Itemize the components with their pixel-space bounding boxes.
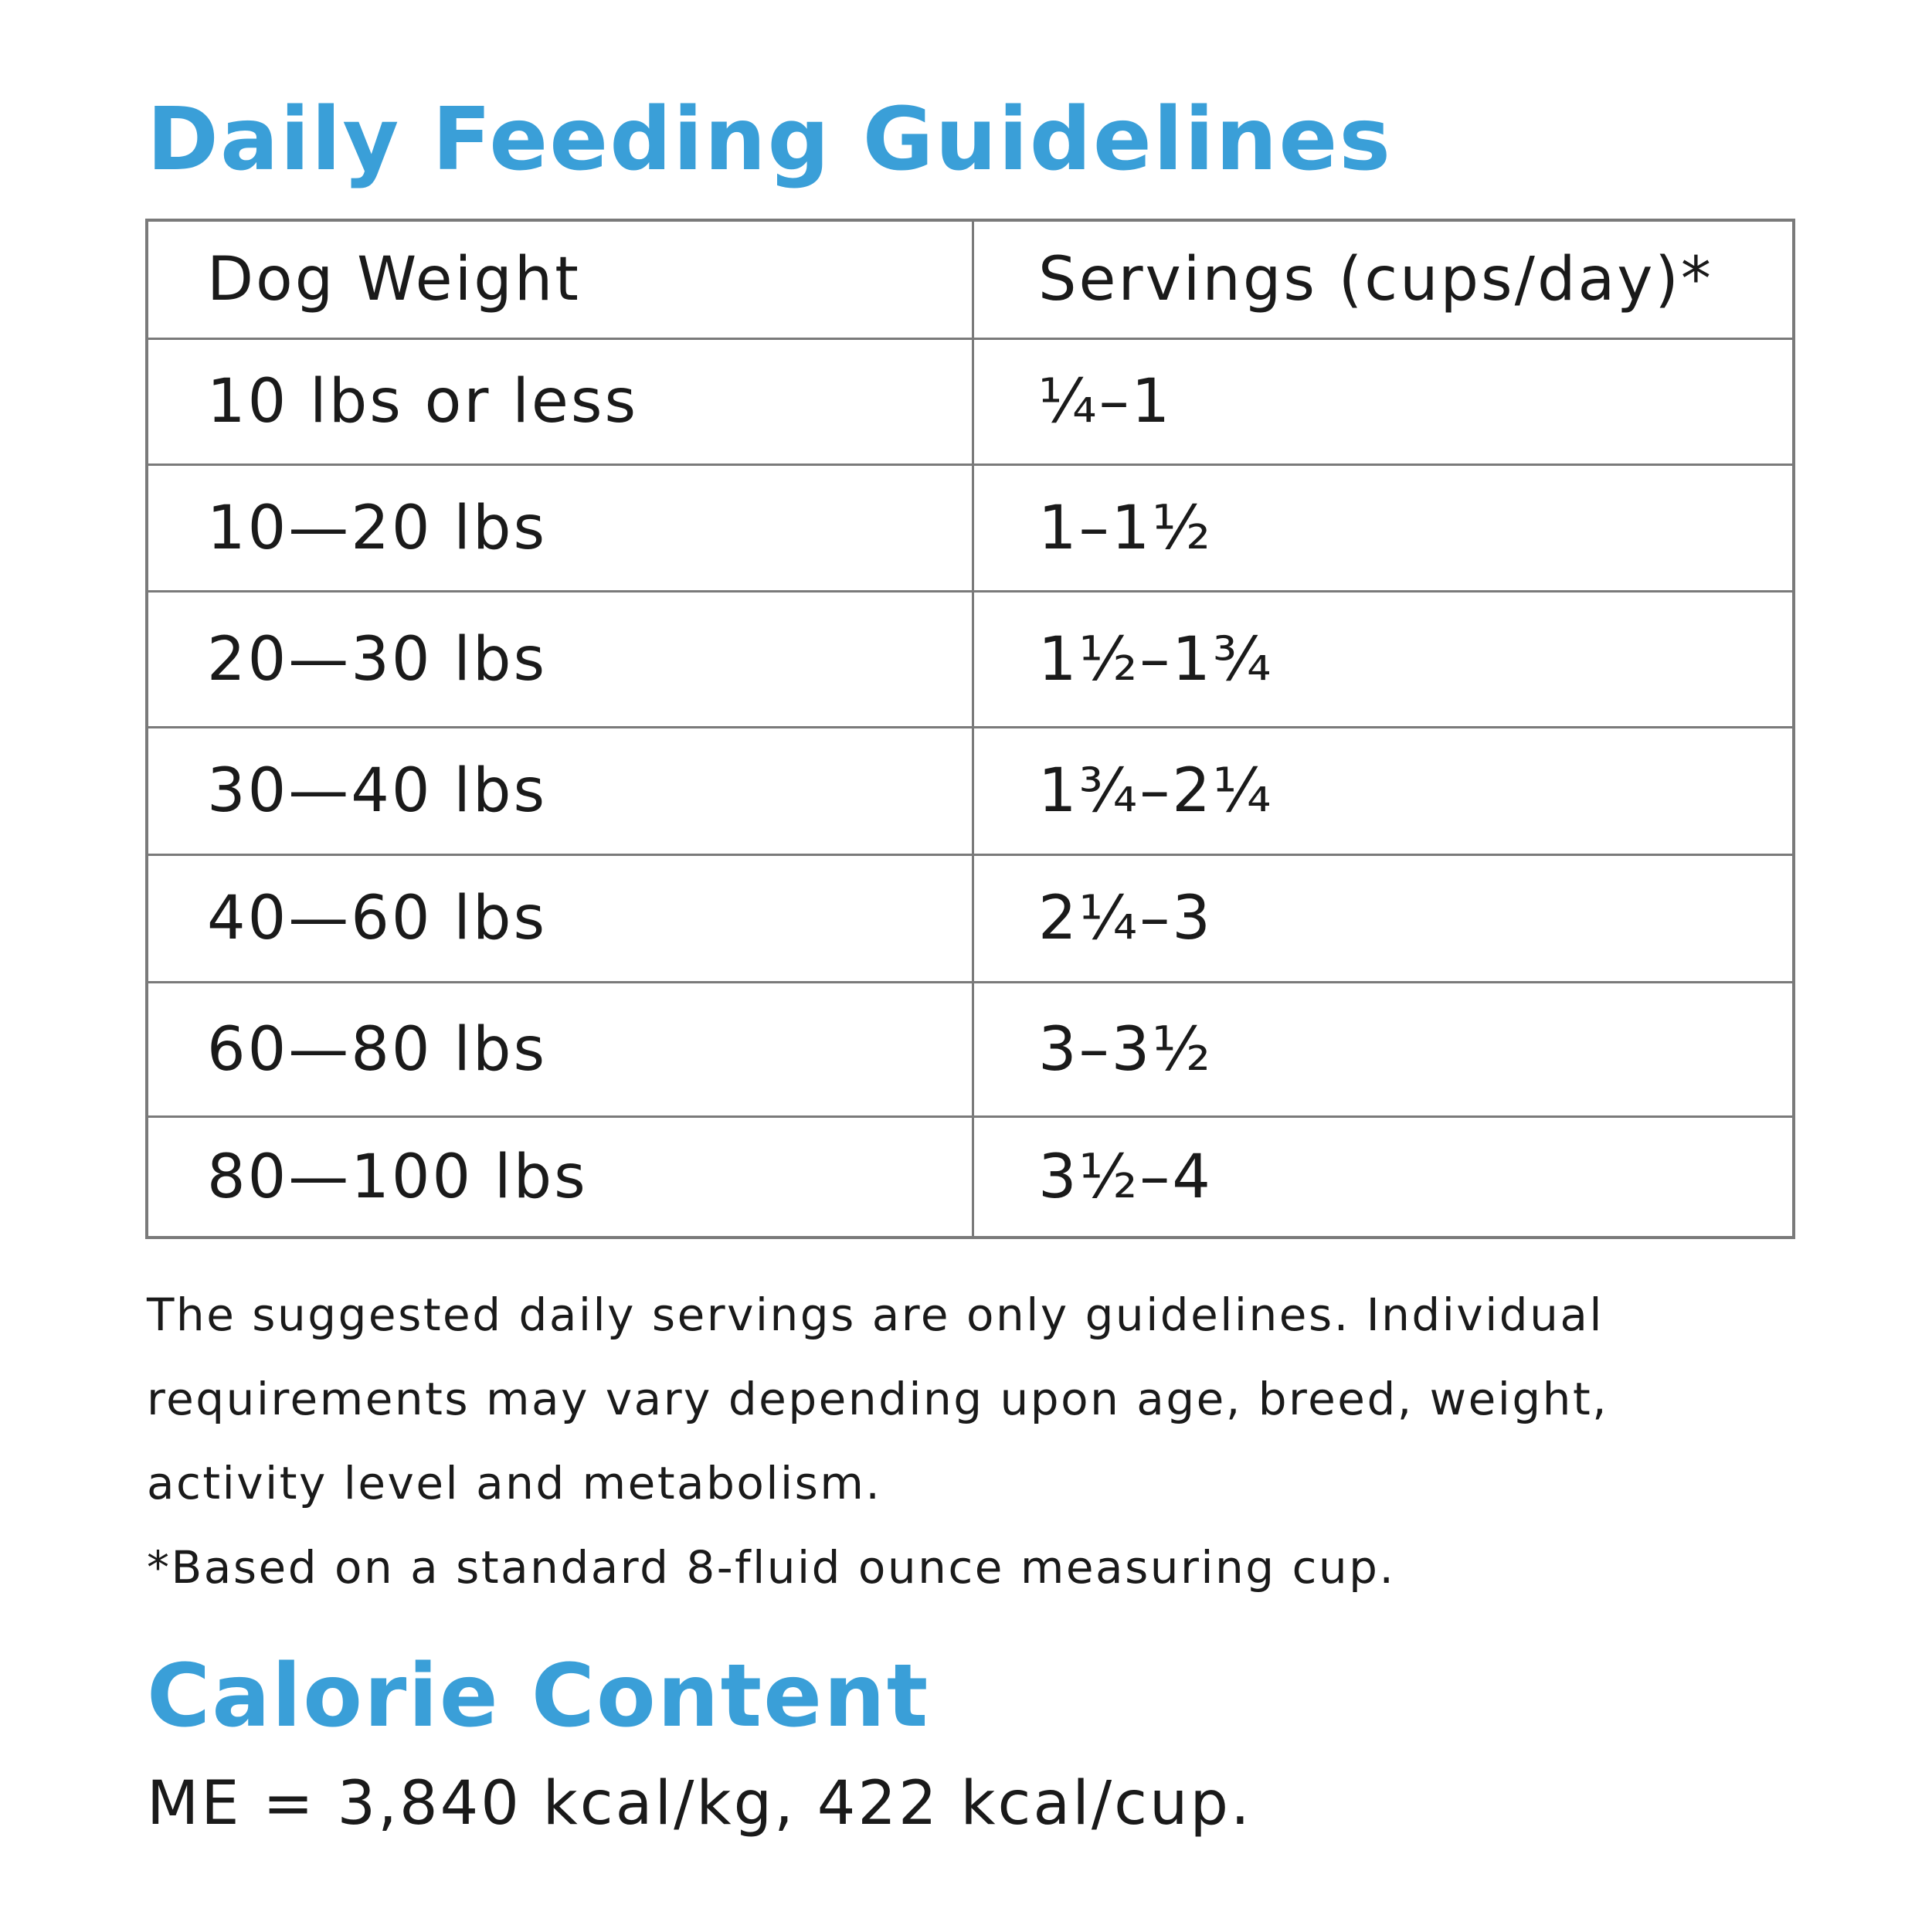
table-row: 40—60 lbs 2¼–3 (148, 856, 1792, 983)
feeding-guidelines-title: Daily Feeding Guidelines (147, 90, 1393, 190)
header-servings: Servings (cups/day)* (1038, 245, 1713, 314)
note-line: requirements may vary depending upon age… (147, 1373, 1609, 1425)
table-row: 30—40 lbs 1¾–2¼ (148, 728, 1792, 856)
footnote-line: *Based on a standard 8-fluid ounce measu… (147, 1541, 1396, 1594)
row-weight: 60—80 lbs (207, 1014, 548, 1085)
row-servings: 1½–1¾ (1038, 624, 1274, 694)
column-divider (972, 219, 974, 1239)
row-servings: 3–3½ (1038, 1014, 1213, 1085)
note-line: The suggested daily servings are only gu… (147, 1289, 1604, 1341)
table-row: 80—100 lbs 3½–4 (148, 1118, 1792, 1236)
row-weight: 80—100 lbs (207, 1142, 588, 1212)
row-weight: 20—30 lbs (207, 624, 548, 694)
header-dog-weight: Dog Weight (207, 245, 581, 314)
row-servings: ¼–1 (1038, 367, 1173, 436)
calorie-value: ME = 3,840 kcal/kg, 422 kcal/cup. (147, 1769, 1252, 1839)
row-servings: 3½–4 (1038, 1142, 1213, 1212)
feeding-note: The suggested daily servings are only gu… (147, 1273, 1846, 1610)
calorie-content-title: Calorie Content (147, 1646, 930, 1747)
table-row: 10—20 lbs 1–1½ (148, 466, 1792, 593)
row-servings: 1–1½ (1038, 493, 1213, 563)
table-row: 20—30 lbs 1½–1¾ (148, 593, 1792, 728)
table-header-row: Dog Weight Servings (cups/day)* (148, 222, 1792, 340)
row-weight: 30—40 lbs (207, 756, 548, 826)
table-row: 10 lbs or less ¼–1 (148, 340, 1792, 466)
row-weight: 40—60 lbs (207, 884, 548, 953)
table-row: 60—80 lbs 3–3½ (148, 983, 1792, 1118)
feeding-table: Dog Weight Servings (cups/day)* 10 lbs o… (145, 219, 1795, 1239)
row-weight: 10—20 lbs (207, 493, 548, 563)
note-line: activity level and metabolism. (147, 1457, 882, 1509)
row-servings: 2¼–3 (1038, 884, 1213, 953)
row-weight: 10 lbs or less (207, 367, 639, 436)
row-servings: 1¾–2¼ (1038, 756, 1274, 826)
